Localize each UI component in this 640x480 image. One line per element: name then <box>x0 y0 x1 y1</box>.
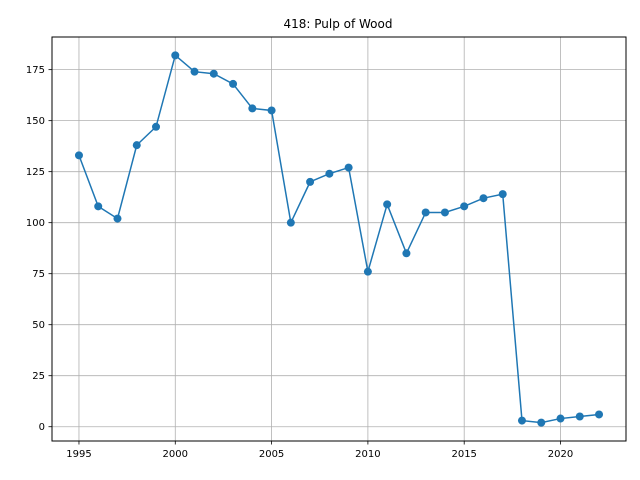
data-point <box>421 208 430 217</box>
data-point <box>74 151 83 160</box>
data-point <box>132 141 141 150</box>
grid <box>52 37 626 441</box>
y-tick-label: 50 <box>32 320 45 331</box>
y-tick-label: 25 <box>32 371 45 382</box>
data-point <box>267 106 276 115</box>
y-tick-label: 75 <box>32 269 45 280</box>
data-point <box>402 249 411 258</box>
data-point <box>440 208 449 217</box>
y-tick-label: 100 <box>26 218 45 229</box>
data-point <box>325 169 334 178</box>
data-point <box>229 79 238 88</box>
x-tick-label: 2005 <box>259 449 284 460</box>
data-point <box>190 67 199 76</box>
plot-frame <box>51 36 627 442</box>
data-point <box>383 200 392 209</box>
y-tick-label: 0 <box>39 422 45 433</box>
data-point <box>479 194 488 203</box>
y-tick-label: 175 <box>26 65 45 76</box>
data-point <box>113 214 122 223</box>
data-point <box>248 104 257 113</box>
y-tick-label: 125 <box>26 167 45 178</box>
data-point <box>306 177 315 186</box>
x-tick-label: 1995 <box>66 449 91 460</box>
series-line <box>78 54 600 424</box>
axis-ticks: 1995 2000 2005 2010 2015 2020 0 25 50 75 100 125 150… <box>26 65 573 460</box>
data-point <box>363 267 372 276</box>
data-point <box>460 202 469 211</box>
series-line-group <box>74 51 604 427</box>
data-point <box>152 122 161 131</box>
data-point <box>344 163 353 172</box>
data-point <box>171 51 180 60</box>
data-point <box>209 69 218 78</box>
x-tick-label: 2020 <box>548 449 573 460</box>
x-tick-label: 2015 <box>451 449 476 460</box>
data-point <box>537 418 546 427</box>
x-tick-label: 2000 <box>163 449 188 460</box>
data-point <box>517 416 526 425</box>
chart-title: 418: Pulp of Wood <box>283 17 392 31</box>
data-point <box>286 218 295 227</box>
x-tick-label: 2010 <box>355 449 380 460</box>
y-tick-label: 150 <box>26 116 45 127</box>
data-point <box>575 412 584 421</box>
data-point <box>595 410 604 419</box>
data-point <box>556 414 565 423</box>
data-point <box>94 202 103 211</box>
data-point <box>498 190 507 199</box>
